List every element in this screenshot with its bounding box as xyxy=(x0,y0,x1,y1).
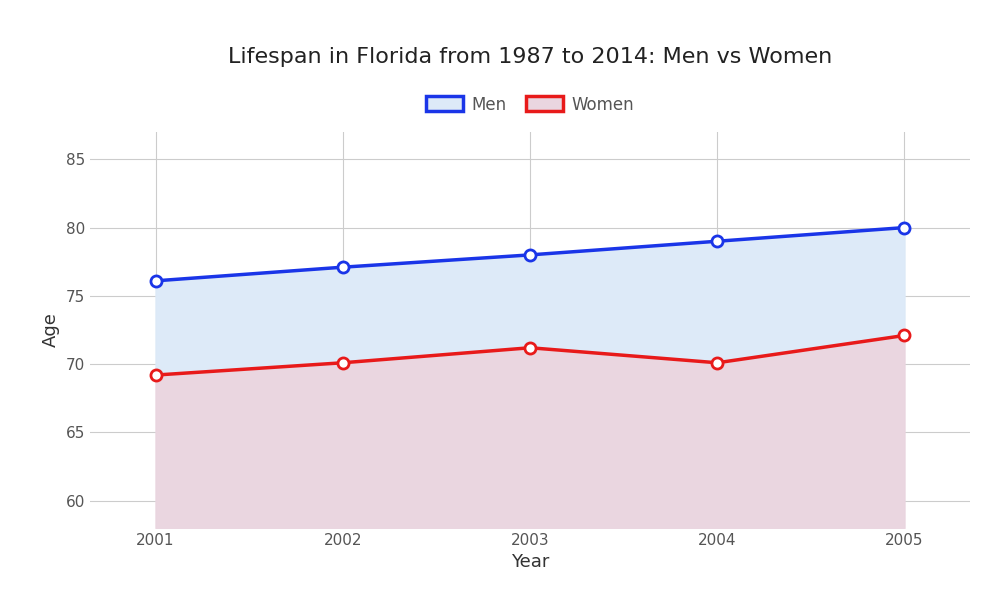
Y-axis label: Age: Age xyxy=(42,313,60,347)
Legend: Men, Women: Men, Women xyxy=(419,89,641,120)
X-axis label: Year: Year xyxy=(511,553,549,571)
Title: Lifespan in Florida from 1987 to 2014: Men vs Women: Lifespan in Florida from 1987 to 2014: M… xyxy=(228,47,832,67)
